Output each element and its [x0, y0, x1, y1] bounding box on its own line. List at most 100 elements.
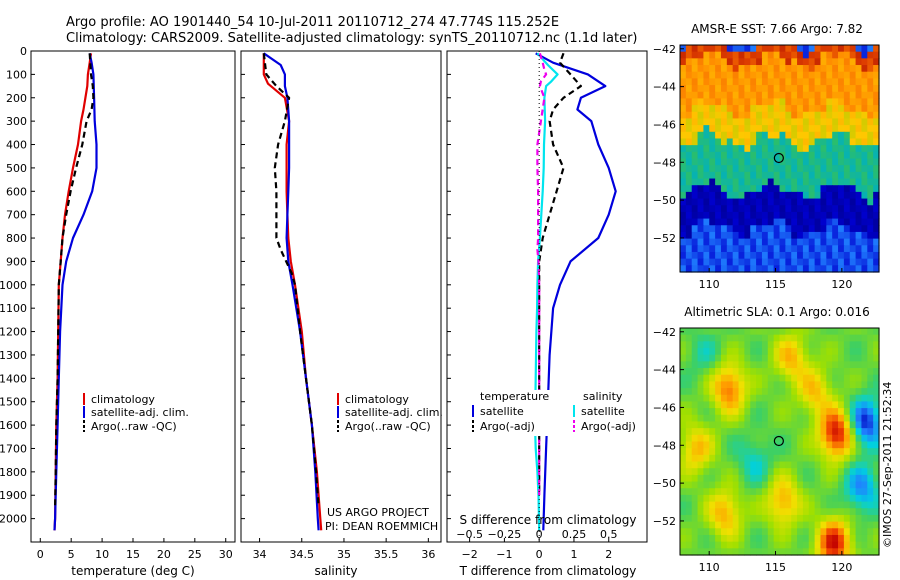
sst-cell [855, 131, 863, 140]
sst-cell [697, 78, 705, 86]
sst-cell [691, 185, 699, 193]
sst-cell [843, 51, 851, 59]
sst-cell [849, 58, 857, 66]
sla-cell [726, 441, 734, 449]
sst-cell [756, 45, 763, 53]
sla-cell [697, 454, 705, 463]
sla-cell [779, 421, 786, 429]
sla-cell [826, 368, 833, 376]
salinity-x-tick-label: 35.5 [374, 548, 399, 561]
sla-cell [715, 501, 722, 509]
sla-cell [814, 334, 822, 342]
sst-cell [691, 211, 699, 220]
sla-cell [685, 441, 693, 449]
sst-cell [867, 98, 874, 106]
sst-cell [820, 185, 827, 193]
sst-cell [791, 245, 798, 253]
sst-cell [785, 58, 792, 66]
sla-cell [820, 481, 827, 489]
sst-cell [797, 131, 804, 140]
sst-argo-position-marker [773, 152, 784, 164]
sst-cell [773, 58, 781, 66]
sla-cell [715, 541, 722, 549]
sst-cell [779, 245, 786, 253]
sst-cell [826, 225, 833, 233]
sst-cell [767, 85, 775, 93]
sst-cell [867, 198, 874, 206]
sla-cell [814, 534, 822, 543]
sst-cell [738, 191, 745, 200]
sla-cell [820, 548, 827, 556]
sla-cell [732, 434, 740, 443]
sla-cell [750, 448, 757, 456]
sst-cell [867, 51, 874, 59]
sst-cell [738, 171, 745, 180]
sst-cell [861, 145, 868, 153]
depth-tick-label: 1700 [0, 442, 27, 455]
sla-cell [873, 394, 880, 403]
sla-cell [761, 334, 769, 342]
sst-cell [826, 191, 833, 200]
sst-cell [697, 251, 705, 260]
sla-cell [761, 421, 769, 429]
sst-cell [838, 258, 845, 266]
sla-cell [855, 341, 863, 349]
difference-plot-area: −2 −1 0 1 2−0.5 −0.25 0 0.25 0.5 [446, 50, 648, 561]
sla-cell [838, 334, 845, 342]
sst-cell [855, 171, 863, 180]
sst-cell [802, 131, 810, 140]
sst-cell [873, 111, 880, 120]
sla-cell [873, 381, 880, 389]
sst-cell [738, 118, 745, 126]
depth-tick-label: 600 [6, 185, 27, 198]
depth-tick-label: 1600 [0, 419, 27, 432]
sst-cell [861, 205, 868, 213]
sst-cell [832, 71, 839, 79]
sla-cell [750, 481, 757, 489]
sla-cell [767, 428, 775, 436]
sla-cell [767, 448, 775, 456]
sst-cell [791, 51, 798, 59]
sst-cell [861, 91, 868, 100]
sst-cell [715, 158, 722, 166]
sla-cell [820, 374, 827, 383]
sst-cell [709, 165, 716, 173]
sst-cell [855, 258, 863, 266]
sla-cell [697, 461, 705, 469]
sst-cell [808, 105, 816, 113]
sla-cell [703, 514, 710, 523]
sst-cell [697, 198, 705, 206]
sla-cell [808, 501, 816, 509]
sla-cell [791, 461, 798, 469]
sst-cell [709, 78, 716, 86]
sst-cell [744, 145, 751, 153]
sla-cell [697, 448, 705, 456]
sst-cell [814, 218, 822, 226]
sst-cell [732, 198, 740, 206]
sla-cell [820, 494, 827, 503]
sst-cell [838, 245, 845, 253]
sla-cell [761, 434, 769, 443]
sst-cell [756, 205, 763, 213]
sla-cell [756, 428, 763, 436]
sla-cell [720, 501, 728, 509]
sst-cell [767, 78, 775, 86]
sla-cell [773, 428, 781, 436]
sla-cell [814, 368, 822, 376]
sst-cell [720, 78, 728, 86]
sla-cell [867, 514, 874, 523]
sst-cell [838, 185, 845, 193]
sst-cell [703, 45, 710, 53]
sla-cell [720, 361, 728, 369]
sla-cell [814, 488, 822, 496]
sst-cell [820, 171, 827, 180]
sst-cell [785, 138, 792, 146]
sst-cell [791, 185, 798, 193]
sla-cell [785, 401, 792, 409]
sla-cell [744, 428, 751, 436]
sla-cell [867, 408, 874, 416]
sst-cell [703, 71, 710, 79]
sst-cell [785, 231, 792, 240]
sst-cell [838, 45, 845, 53]
sla-cell [715, 334, 722, 342]
